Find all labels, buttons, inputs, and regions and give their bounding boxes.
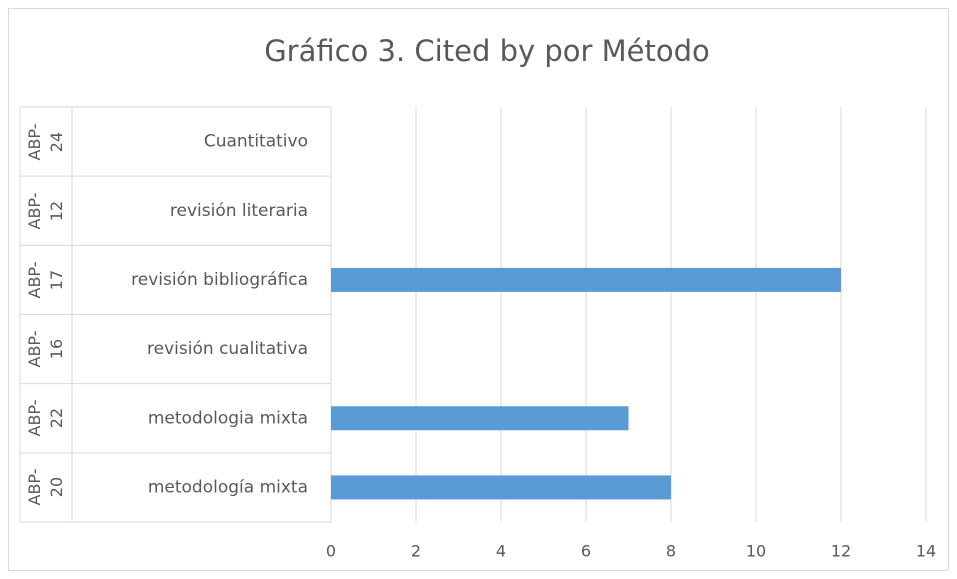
group-label: ABP-22 xyxy=(25,399,66,437)
y-tick-label: Cuantitativo xyxy=(204,132,308,152)
x-tick-label: 0 xyxy=(326,542,336,561)
x-tick-label: 4 xyxy=(496,542,506,561)
y-tick-label: revisión bibliográfica xyxy=(131,270,308,290)
y-tick-label: metodologia mixta xyxy=(148,408,308,428)
chart-title: Gráfico 3. Cited by por Método xyxy=(264,34,710,68)
x-tick-label: 6 xyxy=(581,542,591,561)
x-tick-label: 14 xyxy=(916,542,936,561)
group-label: ABP-12 xyxy=(25,192,66,230)
x-tick-label: 12 xyxy=(831,542,851,561)
x-tick-label: 8 xyxy=(666,542,676,561)
y-tick-label: revisión cualitativa xyxy=(147,339,308,359)
y-tick-label: revisión literaria xyxy=(170,201,308,221)
bar xyxy=(331,267,841,292)
group-label: ABP-17 xyxy=(25,261,66,299)
y-tick-label: metodología mixta xyxy=(148,477,308,497)
x-tick-label: 2 xyxy=(411,542,421,561)
bar xyxy=(331,406,629,431)
group-label: ABP-16 xyxy=(25,330,66,368)
bar xyxy=(331,475,671,500)
x-tick-label: 10 xyxy=(746,542,766,561)
group-label: ABP-24 xyxy=(25,123,66,161)
group-label: ABP-20 xyxy=(25,468,66,506)
